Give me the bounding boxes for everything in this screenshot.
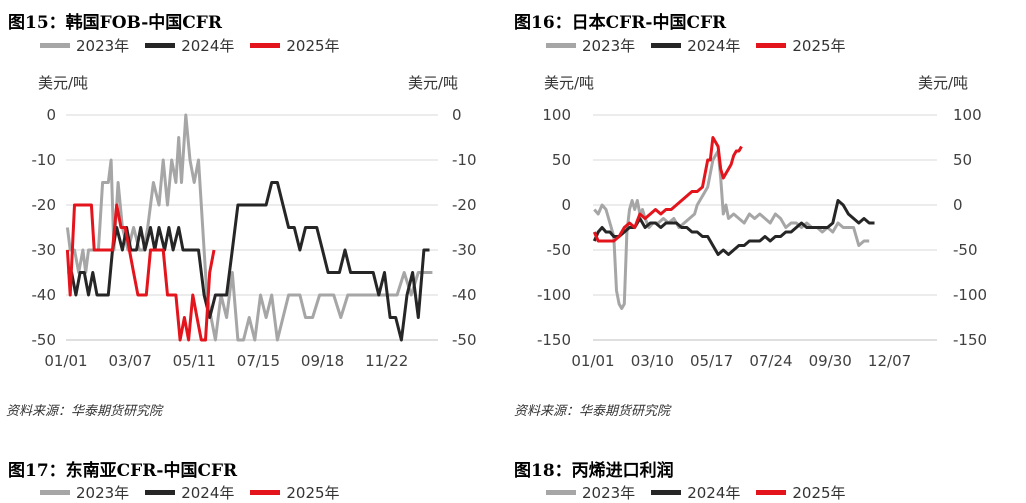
x-tick-label: 01/01 xyxy=(44,352,87,370)
x-tick-label: 09/30 xyxy=(809,352,852,370)
chart-fig15: 0 0 -10 -10 -20 -20 -30 -30 -40 -40 -50 -50 01/01 03/… xyxy=(32,106,477,370)
series-line-2025 xyxy=(592,136,743,243)
legend-label: 2023年 xyxy=(582,37,636,55)
legend-swatch-2023 xyxy=(40,490,70,495)
figure-title: 图16：日本CFR-中国CFR xyxy=(514,13,727,33)
x-tick-label: 03/10 xyxy=(631,352,674,370)
legend-swatch-2023 xyxy=(546,43,576,48)
legend-item-2024: 2024年 xyxy=(651,35,740,56)
legend-item-2023: 2023年 xyxy=(546,482,635,503)
y-tick-label-left: -50 xyxy=(547,241,572,259)
y-tick-label-left: 100 xyxy=(542,106,571,124)
y-tick-label-right: 100 xyxy=(953,106,982,124)
y-tick-label-right: -40 xyxy=(452,286,477,304)
legend-item-2024: 2024年 xyxy=(145,35,234,56)
legend: 2023年 2024年 2025年 xyxy=(40,35,356,56)
legend-swatch-2025 xyxy=(250,43,281,48)
legend-item-2024: 2024年 xyxy=(145,482,234,503)
y-tick-label-left: -20 xyxy=(32,196,57,214)
y-tick-label-right: 0 xyxy=(452,106,462,124)
y-tick-label-right: -50 xyxy=(452,331,477,349)
legend-label: 2025年 xyxy=(792,37,846,55)
legend-item-2023: 2023年 xyxy=(40,35,129,56)
legend-item-2025: 2025年 xyxy=(756,35,846,56)
y-tick-label-left: -100 xyxy=(537,286,571,304)
legend-swatch-2024 xyxy=(651,490,682,495)
series-line-2025 xyxy=(65,203,216,342)
y-tick-label-left: -10 xyxy=(32,151,57,169)
unit-left: 美元/吨 xyxy=(38,74,89,92)
legend-item-2023: 2023年 xyxy=(40,482,129,503)
legend-swatch-2025 xyxy=(250,490,281,495)
series-line-2024 xyxy=(67,181,430,342)
legend-swatch-2025 xyxy=(756,490,787,495)
legend-swatch-2024 xyxy=(651,43,682,48)
y-tick-label-left: -30 xyxy=(32,241,57,259)
y-tick-label-left: -150 xyxy=(537,331,571,349)
legend-item-2024: 2024年 xyxy=(651,482,740,503)
unit-left: 美元/吨 xyxy=(544,74,595,92)
legend-label: 2025年 xyxy=(792,484,846,502)
legend-item-2023: 2023年 xyxy=(546,35,635,56)
legend-label: 2025年 xyxy=(286,37,340,55)
legend-label: 2024年 xyxy=(181,484,235,502)
legend-item-2025: 2025年 xyxy=(250,35,340,56)
legend-item-2025: 2025年 xyxy=(756,482,846,503)
legend-swatch-2025 xyxy=(756,43,787,48)
y-tick-label-right: -30 xyxy=(452,241,477,259)
x-tick-label: 01/01 xyxy=(571,352,614,370)
legend-swatch-2023 xyxy=(40,43,70,48)
legend-label: 2025年 xyxy=(286,484,340,502)
y-tick-label-right: -150 xyxy=(953,331,987,349)
unit-right: 美元/吨 xyxy=(408,74,459,92)
x-tick-label: 05/17 xyxy=(690,352,733,370)
legend: 2023年 2024年 2025年 xyxy=(40,482,356,503)
legend: 2023年 2024年 2025年 xyxy=(546,35,862,56)
y-tick-label-right: -50 xyxy=(953,241,978,259)
legend-label: 2024年 xyxy=(181,37,235,55)
legend-swatch-2024 xyxy=(145,490,176,495)
y-tick-label-right: -10 xyxy=(452,151,477,169)
x-tick-label: 05/11 xyxy=(173,352,216,370)
figure-title: 图18：丙烯进口利润 xyxy=(514,461,674,481)
y-tick-label-left: 0 xyxy=(561,196,571,214)
x-tick-label: 07/24 xyxy=(749,352,792,370)
legend-label: 2023年 xyxy=(582,484,636,502)
series-line-2023 xyxy=(593,149,870,310)
legend: 2023年 2024年 2025年 xyxy=(546,482,862,503)
legend-item-2025: 2025年 xyxy=(250,482,340,503)
x-tick-label: 07/15 xyxy=(237,352,280,370)
y-tick-label-left: 50 xyxy=(552,151,571,169)
x-tick-label: 11/22 xyxy=(365,352,408,370)
unit-right: 美元/吨 xyxy=(918,74,969,92)
x-tick-label: 03/07 xyxy=(109,352,152,370)
legend-label: 2024年 xyxy=(687,484,741,502)
legend-swatch-2024 xyxy=(145,43,176,48)
y-tick-label-right: -20 xyxy=(452,196,477,214)
series-line-2023 xyxy=(65,113,433,342)
source-note: 资料来源：华泰期货研究院 xyxy=(6,404,163,419)
source-note: 资料来源：华泰期货研究院 xyxy=(514,404,671,419)
y-tick-label-right: 50 xyxy=(953,151,972,169)
y-tick-label-left: -40 xyxy=(32,286,57,304)
y-tick-label-right: -100 xyxy=(953,286,987,304)
figure-title: 图17：东南亚CFR-中国CFR xyxy=(8,461,238,481)
x-tick-label: 12/07 xyxy=(868,352,911,370)
legend-label: 2024年 xyxy=(687,37,741,55)
x-tick-label: 09/18 xyxy=(301,352,344,370)
legend-label: 2023年 xyxy=(76,37,130,55)
legend-swatch-2023 xyxy=(546,490,576,495)
figure-title: 图15：韩国FOB-中国CFR xyxy=(8,13,223,33)
y-tick-label-left: 0 xyxy=(46,106,56,124)
y-tick-label-right: 0 xyxy=(953,196,963,214)
y-tick-label-left: -50 xyxy=(32,331,57,349)
legend-label: 2023年 xyxy=(76,484,130,502)
